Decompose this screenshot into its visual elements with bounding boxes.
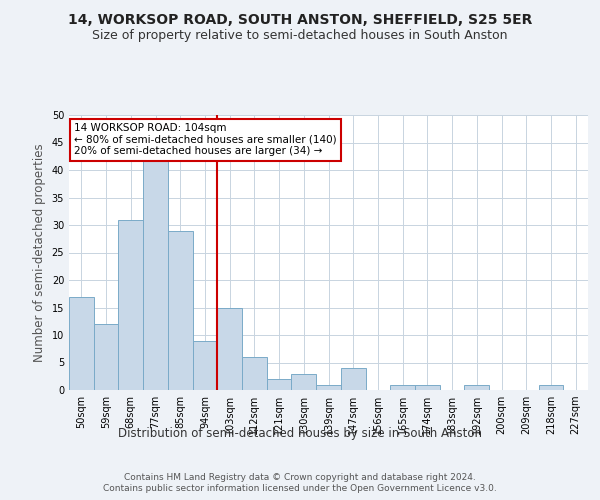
Text: 14 WORKSOP ROAD: 104sqm
← 80% of semi-detached houses are smaller (140)
20% of s: 14 WORKSOP ROAD: 104sqm ← 80% of semi-de… bbox=[74, 123, 337, 156]
Bar bbox=[143, 159, 168, 390]
Text: Size of property relative to semi-detached houses in South Anston: Size of property relative to semi-detach… bbox=[92, 29, 508, 42]
Bar bbox=[415, 384, 440, 390]
Bar bbox=[69, 296, 94, 390]
Text: Distribution of semi-detached houses by size in South Anston: Distribution of semi-detached houses by … bbox=[118, 428, 482, 440]
Text: 14, WORKSOP ROAD, SOUTH ANSTON, SHEFFIELD, S25 5ER: 14, WORKSOP ROAD, SOUTH ANSTON, SHEFFIEL… bbox=[68, 12, 532, 26]
Bar bbox=[217, 308, 242, 390]
Y-axis label: Number of semi-detached properties: Number of semi-detached properties bbox=[33, 143, 46, 362]
Bar bbox=[168, 230, 193, 390]
Text: Contains HM Land Registry data © Crown copyright and database right 2024.: Contains HM Land Registry data © Crown c… bbox=[124, 472, 476, 482]
Bar bbox=[539, 384, 563, 390]
Bar bbox=[242, 357, 267, 390]
Bar bbox=[316, 384, 341, 390]
Bar bbox=[292, 374, 316, 390]
Bar bbox=[267, 379, 292, 390]
Bar bbox=[94, 324, 118, 390]
Bar bbox=[193, 340, 217, 390]
Bar bbox=[118, 220, 143, 390]
Bar bbox=[390, 384, 415, 390]
Text: Contains public sector information licensed under the Open Government Licence v3: Contains public sector information licen… bbox=[103, 484, 497, 493]
Bar bbox=[341, 368, 365, 390]
Bar bbox=[464, 384, 489, 390]
